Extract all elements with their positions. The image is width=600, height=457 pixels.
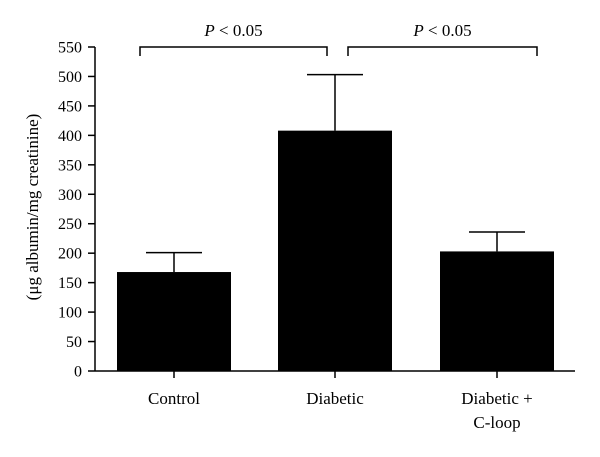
y-tick-label: 0 [74, 364, 82, 381]
y-tick-label: 450 [58, 98, 82, 115]
y-axis-tick-labels: 0 50 100 150 200 250 300 350 400 450 500 550 [58, 40, 82, 381]
bar [278, 130, 392, 371]
y-tick-label: 550 [58, 40, 82, 57]
x-tick-label: Diabetic [306, 389, 364, 408]
y-tick-label: 500 [58, 69, 82, 86]
x-tick-label-line: Diabetic + [461, 389, 532, 408]
x-tick-label-line: C-loop [473, 413, 520, 432]
x-tick-label-line: Control [148, 389, 200, 408]
y-tick-label: 250 [58, 216, 82, 233]
y-axis-ticks [88, 46, 95, 372]
x-tick-label: Control [148, 389, 200, 408]
significance-annotations: P < 0.05 P < 0.05 [139, 21, 538, 56]
significance-bracket [139, 46, 328, 56]
x-axis-ticks [173, 371, 498, 378]
y-tick-label: 400 [58, 128, 82, 145]
bars [117, 130, 554, 371]
significance-label: P < 0.05 [412, 21, 471, 40]
y-tick-label: 350 [58, 157, 82, 174]
y-axis-label: (μg albumin/mg creatinine) [23, 114, 42, 301]
y-tick-label: 200 [58, 246, 82, 263]
error-bars [146, 73, 525, 273]
y-tick-label: 150 [58, 275, 82, 292]
bar [440, 251, 554, 371]
x-axis-tick-labels: Control Diabetic Diabetic + C-loop [148, 389, 533, 432]
significance-label: P < 0.05 [203, 21, 262, 40]
x-tick-label: Diabetic + C-loop [461, 389, 532, 432]
y-tick-label: 100 [58, 305, 82, 322]
bar [117, 272, 231, 371]
y-tick-label: 50 [66, 334, 82, 351]
y-tick-label: 300 [58, 187, 82, 204]
x-tick-label-line: Diabetic [306, 389, 364, 408]
significance-bracket [347, 46, 538, 56]
